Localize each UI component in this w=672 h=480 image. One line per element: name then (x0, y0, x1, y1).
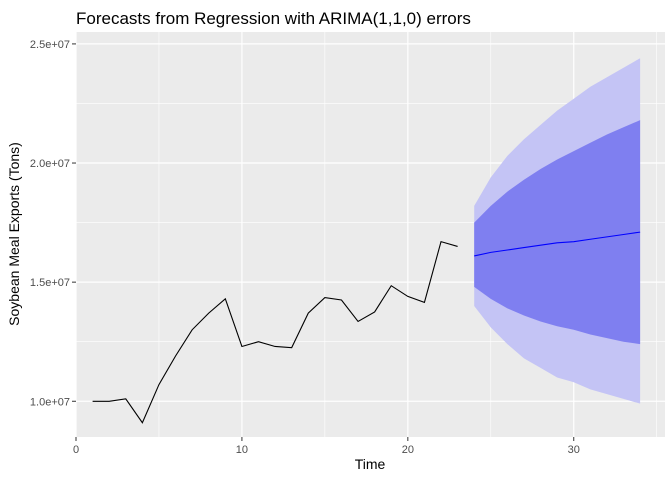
x-tick-label: 0 (73, 444, 79, 456)
x-tick-label: 10 (236, 444, 248, 456)
forecast-mean-line (474, 231, 641, 257)
y-tick-label: 1.5e+07 (30, 277, 70, 289)
x-axis-title: Time (355, 456, 386, 472)
chart-title: Forecasts from Regression with ARIMA(1,1… (76, 9, 471, 28)
x-axis-ticks: 0 10 20 30 (73, 437, 580, 456)
y-tick-label: 2.0e+07 (30, 158, 70, 170)
y-axis-ticks: 1.0e+07 1.5e+07 2.0e+07 2.5e+07 (30, 39, 76, 408)
historical-series-line (92, 240, 458, 424)
x-tick-label: 30 (568, 444, 580, 456)
x-tick-label: 20 (402, 444, 414, 456)
prediction-interval-80-band (474, 120, 641, 345)
y-tick-label: 2.5e+07 (30, 39, 70, 51)
y-tick-label: 1.0e+07 (30, 396, 70, 408)
y-axis-title: Soybean Meal Exports (Tons) (6, 142, 22, 326)
